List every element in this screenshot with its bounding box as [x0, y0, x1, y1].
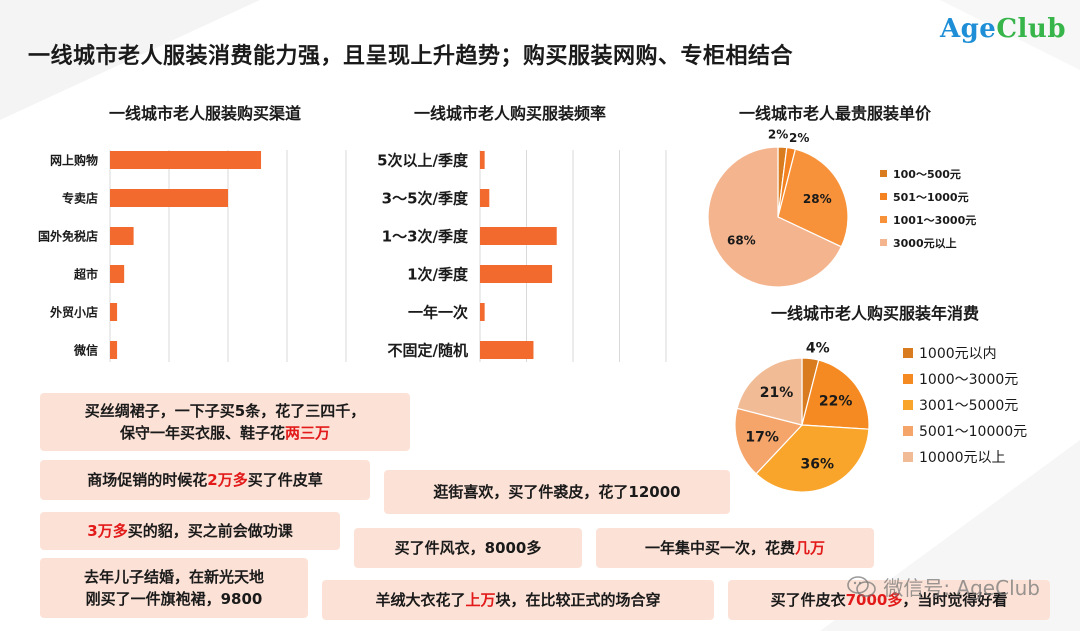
legend-item: 1001～3000元 — [880, 208, 976, 231]
legend-swatch — [880, 216, 887, 223]
slice-label: 22% — [819, 394, 853, 410]
pie-slice — [707, 146, 843, 288]
bar — [480, 189, 490, 207]
page-title: 一线城市老人服装消费能力强，且呈现上升趋势；购买服装网购、专柜相结合 — [28, 44, 794, 69]
quote-text: 去年儿子结婚，在新光天地 刚买了一件旗袍裙，9800 — [83, 568, 264, 608]
quote-leather-jacket: 买了件皮衣7000多，当时觉得好看 — [728, 580, 1050, 620]
legend-label: 100～500元 — [893, 167, 961, 181]
wechat-watermark: 微信号: AgeClub — [847, 572, 1040, 601]
bar — [110, 227, 134, 245]
annual-spend-legend: 1000元以内 1000～3000元 3001～5000元 5001～10000元 10… — [903, 340, 1027, 470]
chart1-title: 一线城市老人服装购买渠道 — [108, 104, 301, 123]
category-label: 3～5次/季度 — [382, 189, 469, 207]
legend-item: 501～1000元 — [880, 185, 976, 208]
category-label: 外贸小店 — [50, 304, 98, 319]
category-label: 不固定/随机 — [388, 341, 468, 359]
bar — [480, 265, 553, 283]
pie-slice — [734, 407, 804, 475]
quote-text: 买丝绸裙子，一下子买5条，花了三四千， 保守一年买衣服、鞋子花两三万 — [84, 402, 366, 442]
slice-label: 68% — [727, 234, 756, 248]
max-price-legend: 100～500元 501～1000元 1001～3000元 3000元以上 — [880, 162, 976, 254]
wechat-icon — [847, 575, 877, 597]
quote-text: 羊绒大衣花了上万块，在比较正式的场合穿 — [375, 591, 661, 609]
bar — [480, 151, 485, 169]
category-label: 微信 — [73, 342, 98, 357]
quote-text: 一年集中买一次，花费几万 — [644, 539, 826, 557]
category-label: 国外免税店 — [38, 228, 98, 243]
legend-label: 10000元以上 — [919, 450, 1006, 466]
ageclub-logo: AgeClub — [939, 14, 1066, 44]
legend-item: 5001～10000元 — [903, 418, 1027, 444]
chart4-title: 一线城市老人购买服装年消费 — [770, 304, 979, 323]
max-price-pie-chart: 2% 2% 28% 68% — [707, 127, 849, 288]
legend-swatch — [903, 400, 913, 410]
category-label: 专卖店 — [62, 190, 98, 205]
quote-text: 买了件风衣，8000多 — [394, 539, 542, 557]
bar — [110, 151, 262, 169]
annual-spend-pie-chart: 4% 22% 36% 17% 21% — [734, 341, 870, 493]
slice-label: 36% — [801, 457, 835, 473]
chart2-title: 一线城市老人购买服装频率 — [413, 104, 606, 123]
legend-label: 1000元以内 — [919, 346, 997, 362]
quote-text: 3万多买的貂，买之前会做功课 — [87, 522, 293, 540]
legend-label: 1001～3000元 — [893, 213, 977, 227]
legend-item: 3001～5000元 — [903, 392, 1027, 418]
category-label: 一年一次 — [408, 303, 468, 321]
quote-mink: 3万多买的貂，买之前会做功课 — [40, 512, 340, 550]
legend-item: 10000元以上 — [903, 444, 1027, 470]
legend-swatch — [903, 426, 913, 436]
bar — [110, 265, 125, 283]
chart3-title: 一线城市老人最贵服装单价 — [738, 104, 931, 123]
category-label: 1次/季度 — [407, 265, 469, 283]
quote-buy-once-a-year: 一年集中买一次，花费几万 — [596, 528, 874, 568]
slice-label: 28% — [803, 192, 832, 206]
legend-item: 3000元以上 — [880, 231, 976, 254]
bar — [480, 303, 485, 321]
quote-text: 逛街喜欢，买了件裘皮，花了12000 — [433, 483, 681, 501]
pie-slice — [801, 359, 870, 430]
bar — [480, 341, 534, 359]
bar — [110, 303, 118, 321]
legend-label: 1000～3000元 — [919, 372, 1019, 388]
slice-label: 2% — [768, 127, 788, 141]
category-label: 5次以上/季度 — [377, 151, 469, 169]
watermark-text: 微信号: AgeClub — [883, 576, 1040, 600]
quote-trench-coat: 买了件风衣，8000多 — [354, 528, 582, 568]
legend-swatch — [903, 348, 913, 358]
slice-label: 21% — [760, 385, 794, 401]
category-label: 1～3次/季度 — [382, 227, 469, 245]
slice-label: 4% — [806, 341, 830, 357]
legend-label: 3000元以上 — [893, 236, 957, 250]
quote-fur-promotion: 商场促销的时候花2万多买了件皮草 — [40, 460, 370, 500]
quote-cashmere-coat: 羊绒大衣花了上万块，在比较正式的场合穿 — [322, 580, 714, 620]
bar — [110, 341, 118, 359]
category-label: 网上购物 — [50, 152, 98, 167]
legend-item: 1000～3000元 — [903, 366, 1027, 392]
legend-swatch — [880, 193, 887, 200]
legend-item: 100～500元 — [880, 162, 976, 185]
quote-silk-skirt: 买丝绸裙子，一下子买5条，花了三四千， 保守一年买衣服、鞋子花两三万 — [40, 393, 410, 451]
pie-slice — [736, 357, 803, 426]
bar — [110, 189, 228, 207]
legend-label: 501～1000元 — [893, 190, 969, 204]
quote-text: 商场促销的时候花2万多买了件皮草 — [87, 471, 323, 489]
legend-label: 5001～10000元 — [919, 424, 1028, 440]
legend-swatch — [880, 239, 887, 246]
quote-qipao: 去年儿子结婚，在新光天地 刚买了一件旗袍裙，9800 — [40, 558, 308, 618]
legend-label: 3001～5000元 — [919, 398, 1019, 414]
bar — [480, 227, 557, 245]
slice-label: 17% — [745, 430, 779, 446]
pie-slice — [777, 148, 849, 248]
legend-swatch — [903, 374, 913, 384]
legend-swatch — [880, 170, 887, 177]
slice-label: 2% — [789, 131, 809, 145]
pie-slice — [755, 424, 870, 493]
quote-fur-coat-12000: 逛街喜欢，买了件裘皮，花了12000 — [384, 470, 730, 514]
category-label: 超市 — [73, 266, 98, 281]
legend-item: 1000元以内 — [903, 340, 1027, 366]
legend-swatch — [903, 452, 913, 462]
quote-text: 买了件皮衣7000多，当时觉得好看 — [770, 591, 1008, 609]
